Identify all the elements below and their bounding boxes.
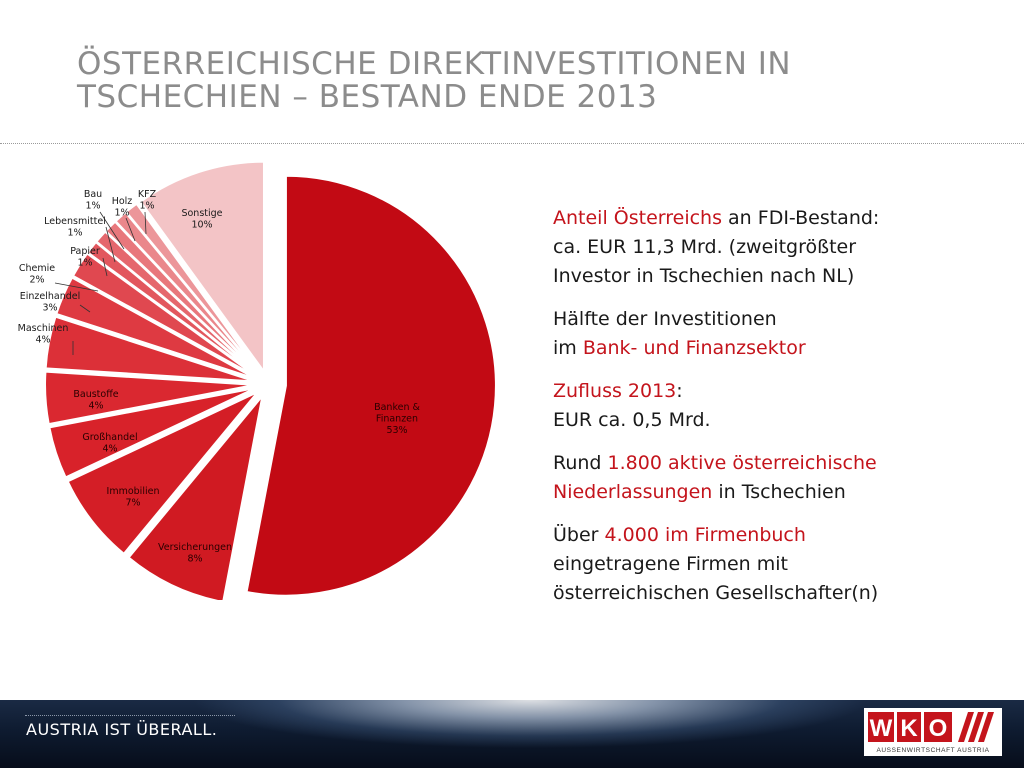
pie-slice-sonstige bbox=[139, 160, 265, 375]
wko-logo-subtitle: AUSSENWIRTSCHAFT AUSTRIA bbox=[876, 747, 989, 754]
info-text: Anteil Österreichs an FDI-Bestand: ca. E… bbox=[553, 204, 993, 622]
title-divider bbox=[0, 143, 1024, 144]
slogan: AUSTRIA IST ÜBERALL. bbox=[26, 720, 218, 739]
slice-label: Bau 1% bbox=[84, 189, 102, 212]
slice-label: Chemie 2% bbox=[19, 263, 55, 286]
wko-logo-w: W bbox=[870, 715, 893, 742]
leader-line bbox=[99, 211, 125, 250]
pie-leader-lines bbox=[54, 211, 147, 355]
info-inflow: Zufluss 2013: EUR ca. 0,5 Mrd. bbox=[553, 380, 711, 431]
wko-logo-k: K bbox=[900, 715, 918, 742]
pie-slice-immobilien bbox=[66, 391, 259, 556]
slide-title-line-1: ÖSTERREICHISCHE DIREKTINVESTITIONEN IN bbox=[77, 46, 792, 82]
slice-label: Holz 1% bbox=[112, 196, 133, 219]
slide-title: ÖSTERREICHISCHE DIREKTINVESTITIONEN IN T… bbox=[77, 48, 977, 114]
pie-chart: Banken & Finanzen 53% Versicherungen 8% Immob… bbox=[18, 160, 497, 600]
slice-label: Baustoffe 4% bbox=[73, 389, 118, 412]
pie-slice-einzelhandel bbox=[55, 276, 257, 380]
pie-slice-banken- bbox=[245, 174, 497, 597]
slice-label: Sonstige 10% bbox=[181, 208, 222, 231]
slice-label: Maschinen 4% bbox=[18, 323, 69, 346]
leader-line bbox=[102, 257, 108, 277]
earth-horizon-image bbox=[150, 700, 910, 768]
leader-line bbox=[144, 211, 147, 235]
slice-label: Versicherungen 8% bbox=[158, 542, 232, 565]
info-registry: Über 4.000 im Firmenbuch eingetragene Fi… bbox=[553, 524, 879, 604]
slide-title-line-2: TSCHECHIEN – BESTAND ENDE 2013 bbox=[77, 79, 658, 115]
footer-divider bbox=[25, 715, 235, 716]
pie-slice-maschinen bbox=[44, 315, 256, 383]
info-bank-sector: Hälfte der Investitionen im Bank- und Fi… bbox=[553, 308, 806, 359]
info-branches: Rund 1.800 aktive österreichische Nieder… bbox=[553, 452, 877, 503]
slice-label: Immobilien 7% bbox=[107, 486, 160, 509]
pie-slice-großhandel bbox=[48, 387, 257, 479]
pie-labels: Banken & Finanzen 53% Versicherungen 8% Immob… bbox=[18, 189, 421, 565]
leader-line bbox=[125, 217, 136, 242]
slice-label: Lebensmittel 1% bbox=[44, 216, 106, 239]
slice-label: Banken & Finanzen 53% bbox=[374, 402, 420, 436]
footer-banner: AUSTRIA IST ÜBERALL. W K O AUSSENWIRTSCH… bbox=[0, 700, 1024, 768]
slice-label: Papier 1% bbox=[70, 246, 100, 269]
slice-label: Großhandel 4% bbox=[82, 432, 137, 455]
info-fdi-share: Anteil Österreichs an FDI-Bestand: ca. E… bbox=[553, 207, 880, 287]
slice-label: Einzelhandel 3% bbox=[20, 291, 81, 314]
wko-logo: W K O AUSSENWIRTSCHAFT AUSTRIA bbox=[864, 708, 1002, 756]
pie-slices bbox=[44, 160, 497, 600]
slice-label: KFZ 1% bbox=[138, 189, 157, 212]
wko-logo-o: O bbox=[929, 715, 948, 742]
leader-line bbox=[54, 282, 99, 292]
pie-slice-chemie bbox=[71, 252, 258, 378]
pie-slice-kfz bbox=[124, 202, 261, 375]
pie-slice-baustoffe bbox=[44, 370, 256, 426]
leader-line bbox=[105, 226, 116, 263]
leader-line bbox=[79, 304, 91, 313]
pie-slice-versicherungen bbox=[127, 395, 264, 600]
